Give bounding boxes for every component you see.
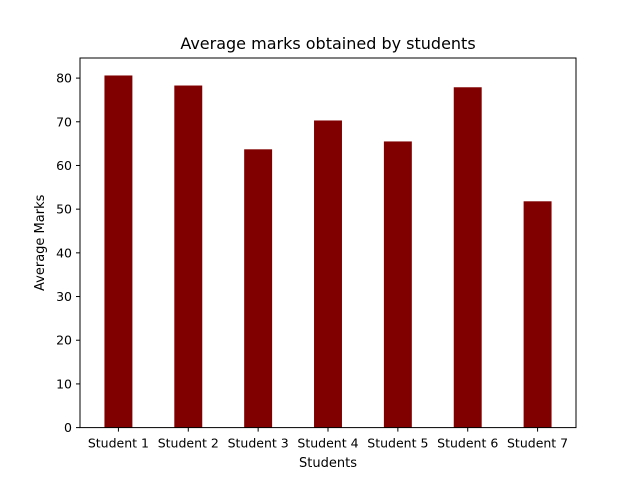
x-tick-label: Student 1 bbox=[88, 436, 149, 451]
plot-frame bbox=[79, 57, 577, 429]
y-axis-label: Average Marks bbox=[33, 194, 48, 291]
y-tick-label: 0 bbox=[64, 420, 72, 435]
bar-7 bbox=[523, 201, 552, 428]
y-tick-label: 40 bbox=[56, 245, 72, 260]
bar-2 bbox=[174, 85, 203, 428]
y-tick-label: 10 bbox=[56, 376, 72, 391]
bar-6 bbox=[453, 87, 482, 428]
y-tick-label: 60 bbox=[56, 158, 72, 173]
y-tick-label: 20 bbox=[56, 333, 72, 348]
x-tick-label: Student 6 bbox=[437, 436, 498, 451]
bar-1 bbox=[104, 75, 133, 428]
y-tick-label: 30 bbox=[56, 289, 72, 304]
bar-5 bbox=[383, 141, 412, 428]
x-tick-label: Student 3 bbox=[228, 436, 289, 451]
y-tick-label: 80 bbox=[56, 71, 72, 86]
y-tick-label: 70 bbox=[56, 114, 72, 129]
y-tick-label: 50 bbox=[56, 202, 72, 217]
bars-layer bbox=[104, 75, 552, 428]
y-axis-ticks: 0 10 20 30 40 50 60 70 80 bbox=[56, 71, 80, 435]
x-tick-label: Student 2 bbox=[158, 436, 219, 451]
x-tick-label: Student 5 bbox=[367, 436, 428, 451]
x-tick-label: Student 4 bbox=[297, 436, 358, 451]
chart-title: Average marks obtained by students bbox=[180, 34, 475, 53]
bar-3 bbox=[244, 149, 273, 428]
x-axis-label: Students bbox=[299, 456, 357, 471]
x-axis-ticks: Student 1 Student 2 Student 3 Student 4 Stud… bbox=[88, 427, 568, 451]
x-tick-label: Student 7 bbox=[507, 436, 568, 451]
bar-4 bbox=[314, 120, 342, 428]
